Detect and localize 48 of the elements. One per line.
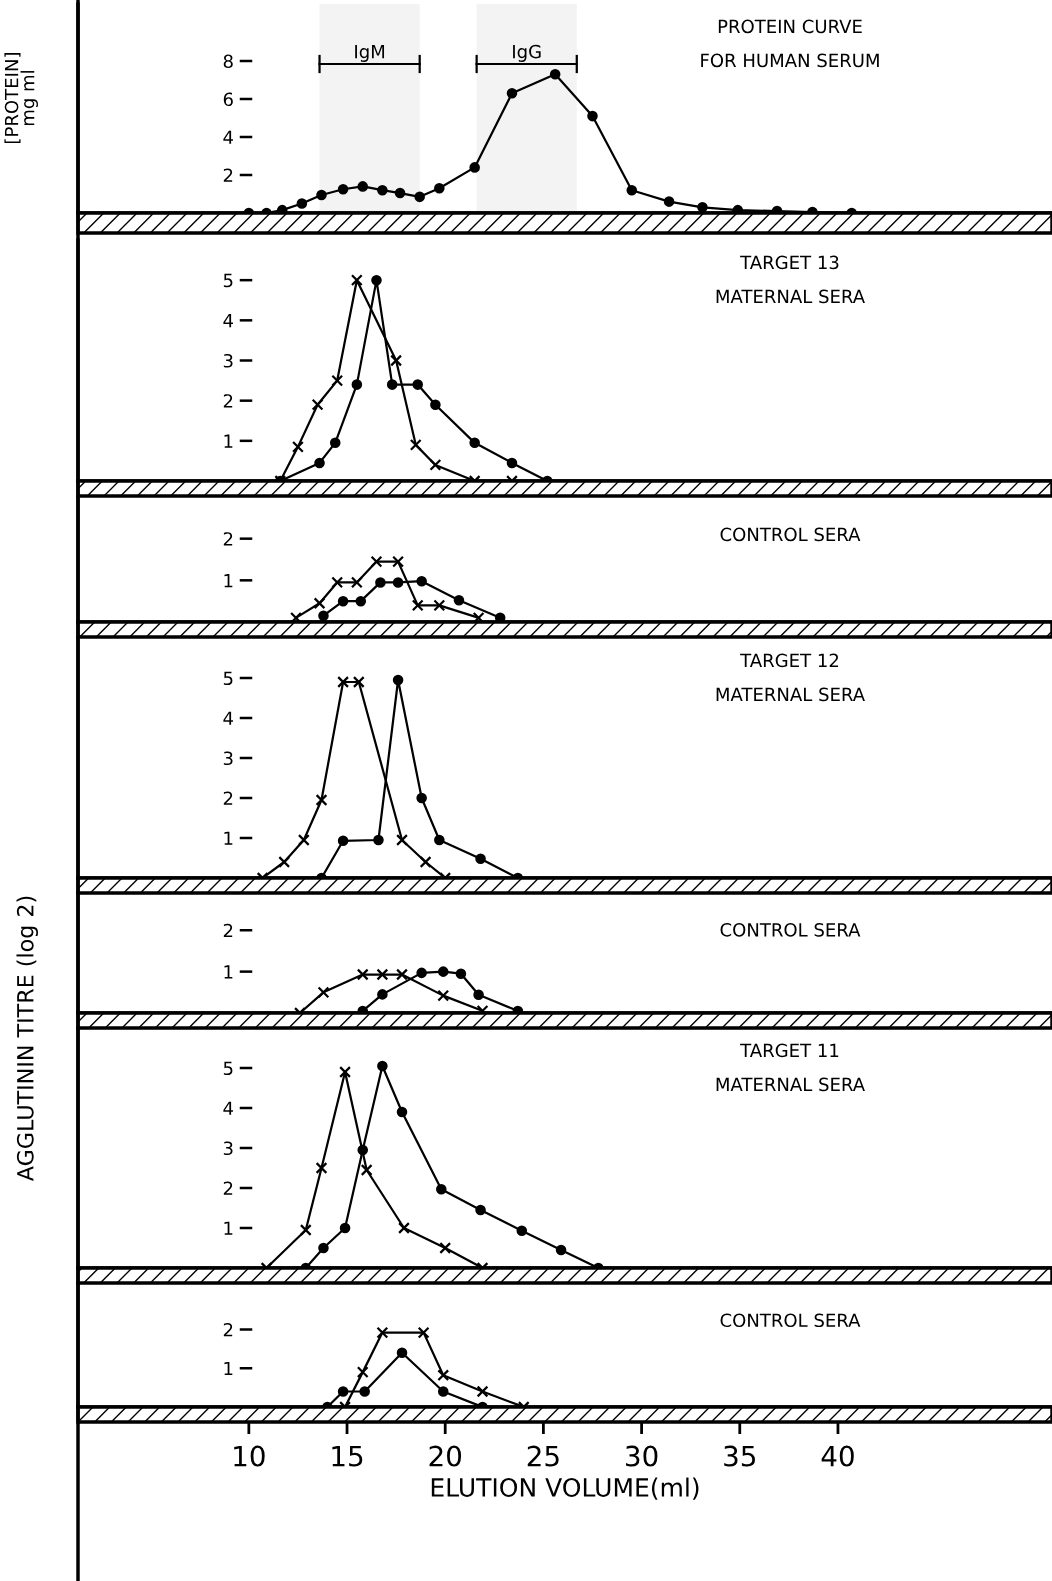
x-tick-label: 35 — [724, 1445, 756, 1467]
text: FOR HUMAN SERUM — [701, 53, 879, 68]
y-tick-label: 5 — [223, 671, 233, 686]
y-tick-label: 6 — [223, 92, 233, 107]
band-label: IgM — [355, 44, 385, 62]
text: CONTROL SERA — [720, 1313, 861, 1328]
y-tick-label: 5 — [223, 1061, 233, 1076]
y-axis-title: AGGLUTININ TITRE (log 2) — [16, 896, 38, 1182]
y-tick-label: 5 — [223, 273, 233, 288]
x-axis-title: ELUTION VOLUME(ml) — [431, 1477, 699, 1500]
x-tick-label: 40 — [821, 1445, 854, 1467]
text: PROTEIN CURVE — [718, 19, 862, 34]
y-tick-label: 1 — [224, 831, 233, 845]
y-tick-label: 2 — [223, 1181, 233, 1195]
y-tick-label: 3 — [223, 1141, 233, 1156]
y-tick-label: 4 — [223, 130, 233, 144]
x-tick-label: 30 — [626, 1445, 658, 1467]
y-axis-title: [PROTEIN] mg ml — [4, 53, 38, 143]
y-tick-label: 2 — [223, 1322, 233, 1337]
x-tick-label: 25 — [527, 1445, 559, 1467]
text: TARGET 12 — [740, 653, 839, 668]
y-tick-label: 1 — [224, 965, 233, 979]
text: TARGET 11 — [740, 1043, 839, 1058]
y-tick-label: 4 — [223, 1101, 233, 1115]
y-tick-label: 1 — [224, 434, 233, 448]
y-tick-label: 4 — [223, 711, 233, 725]
y-tick-label: 3 — [223, 751, 233, 766]
text: MATERNAL SERA — [716, 687, 865, 702]
x-tick-label: 15 — [332, 1445, 363, 1467]
text: CONTROL SERA — [720, 527, 861, 542]
x-tick-label: 10 — [234, 1445, 265, 1467]
y-tick-label: 1 — [224, 574, 233, 588]
y-tick-label: 1 — [224, 1361, 233, 1376]
y-tick-label: 8 — [223, 54, 233, 69]
y-tick-label: 2 — [223, 394, 233, 408]
y-tick-label: 4 — [223, 314, 233, 328]
text: CONTROL SERA — [720, 922, 861, 937]
y-tick-label: 1 — [224, 1221, 233, 1235]
text: MATERNAL SERA — [716, 289, 865, 304]
y-tick-label: 2 — [223, 791, 233, 805]
y-tick-label: 3 — [223, 353, 233, 368]
y-tick-label: 2 — [223, 168, 233, 182]
text: TARGET 13 — [740, 255, 839, 270]
y-tick-label: 2 — [223, 532, 233, 546]
x-tick-label: 20 — [429, 1445, 462, 1467]
band-label: IgG — [513, 44, 541, 62]
text: MATERNAL SERA — [716, 1077, 865, 1092]
y-tick-label: 2 — [223, 923, 233, 938]
